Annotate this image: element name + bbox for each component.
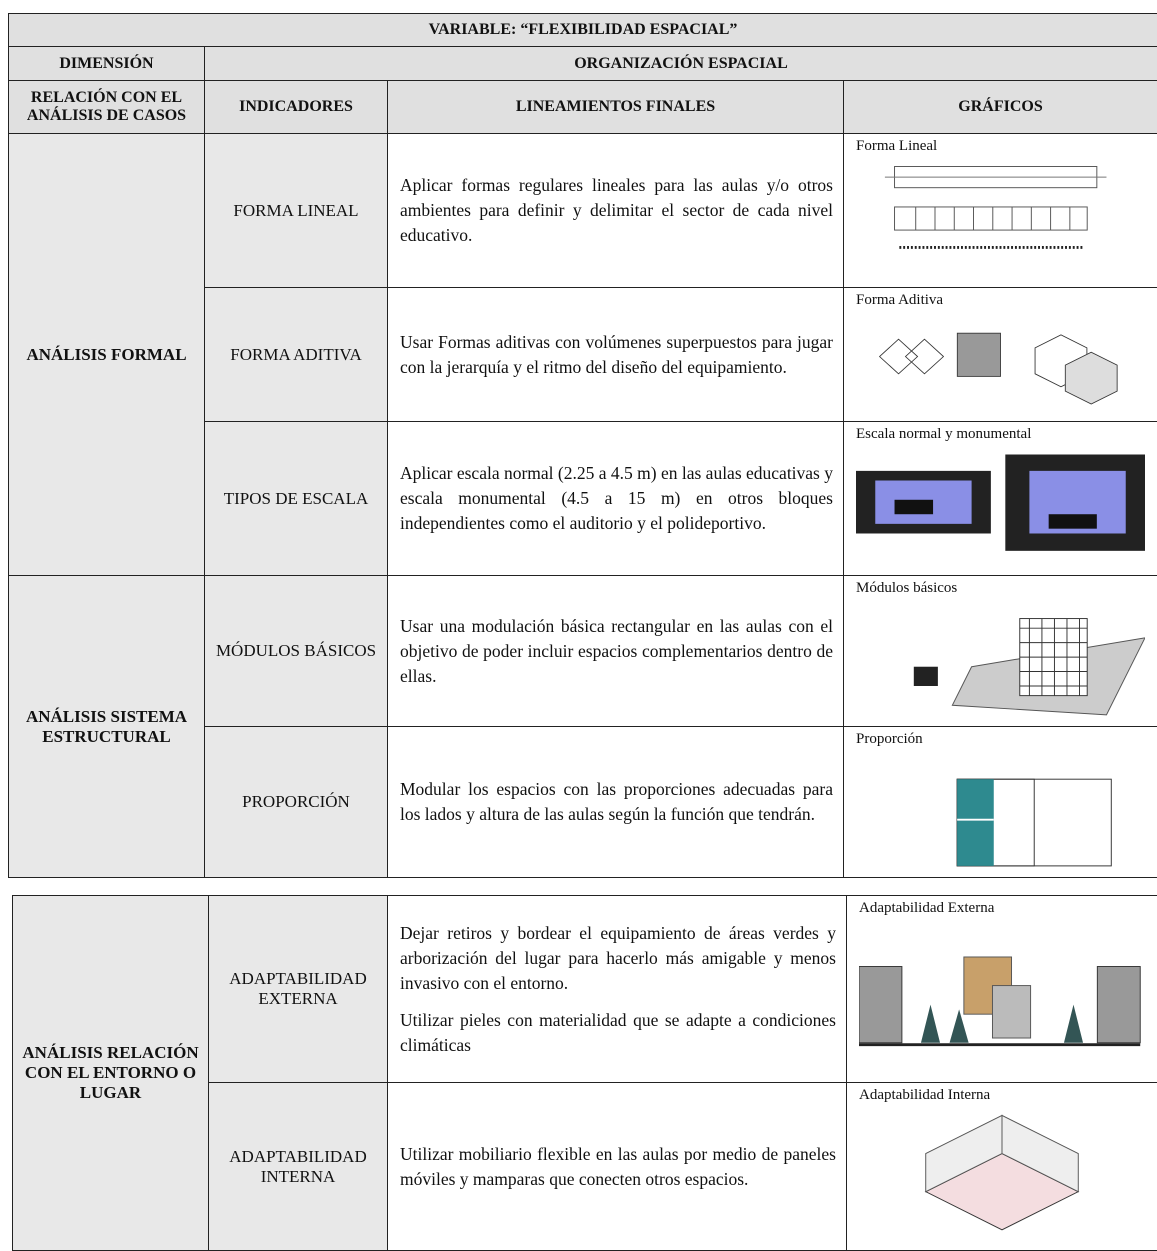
guideline-paragraph: Aplicar escala normal (2.25 a 4.5 m) en … [400, 463, 833, 533]
indicator: ADAPTABILIDAD EXTERNA [208, 895, 388, 1083]
indicator: TIPOS DE ESCALA [204, 421, 388, 576]
indicator: FORMA ADITIVA [204, 287, 388, 422]
graphic: Módulos básicos [843, 575, 1157, 727]
graphic: Proporción [843, 726, 1157, 878]
graphic-illustration [859, 956, 1141, 1047]
graphic: Adaptabilidad Interna [846, 1082, 1157, 1251]
column-header: INDICADORES [204, 80, 388, 134]
graphic-caption: Proporción [856, 731, 923, 747]
title: VARIABLE: “FLEXIBILIDAD ESPACIAL” [8, 13, 1157, 47]
graphic: Forma Aditiva [843, 287, 1157, 422]
graphic-caption: Adaptabilidad Externa [859, 900, 995, 916]
dimension-label: DIMENSIÓN [8, 46, 205, 81]
guideline: Dejar retiros y bordear el equipamiento … [387, 895, 847, 1083]
graphic-illustration [924, 1114, 1080, 1231]
column-header: GRÁFICOS [843, 80, 1157, 134]
guideline: Utilizar mobiliario flexible en las aula… [387, 1082, 847, 1251]
indicator: FORMA LINEAL [204, 133, 388, 288]
guideline-paragraph: Modular los espacios con las proporcione… [400, 779, 833, 824]
guideline-paragraph: Utilizar mobiliario flexible en las aula… [400, 1143, 836, 1189]
group-name: ANÁLISIS SISTEMA ESTRUCTURAL [8, 575, 205, 878]
indicator: MÓDULOS BÁSICOS [204, 575, 388, 727]
indicator: ADAPTABILIDAD INTERNA [208, 1082, 388, 1251]
guideline: Aplicar formas regulares lineales para l… [387, 133, 844, 288]
graphic-illustration [856, 454, 1145, 551]
graphic-caption: Escala normal y monumental [856, 426, 1032, 442]
graphic-caption: Forma Lineal [856, 138, 938, 154]
column-header: RELACIÓN CON EL ANÁLISIS DE CASOS [8, 80, 205, 134]
guideline-paragraph: Usar Formas aditivas con volúmenes super… [400, 331, 833, 377]
guideline-paragraph: Aplicar formas regulares lineales para l… [400, 175, 833, 245]
guideline: Usar una modulación básica rectangular e… [387, 575, 844, 727]
graphic-caption: Adaptabilidad Interna [859, 1087, 991, 1103]
column-header: LINEAMIENTOS FINALES [387, 80, 844, 134]
guideline: Aplicar escala normal (2.25 a 4.5 m) en … [387, 421, 844, 576]
graphic-caption: Módulos básicos [856, 580, 958, 596]
guideline-paragraph: Dejar retiros y bordear el equipamiento … [400, 922, 836, 993]
graphic: Escala normal y monumental [843, 421, 1157, 576]
graphic: Forma Lineal [843, 133, 1157, 288]
graphic-caption: Forma Aditiva [856, 292, 944, 308]
graphic-illustration [878, 332, 1118, 405]
graphic-illustration [956, 778, 1112, 867]
graphic-illustration [913, 618, 1145, 716]
guideline: Usar Formas aditivas con volúmenes super… [387, 287, 844, 422]
guideline-paragraph: Utilizar pieles con materialidad que se … [400, 1009, 836, 1055]
graphic-illustration [884, 166, 1107, 249]
graphic: Adaptabilidad Externa [846, 895, 1157, 1083]
guideline-paragraph: Usar una modulación básica rectangular e… [400, 615, 833, 686]
group-name: ANÁLISIS FORMAL [8, 133, 205, 576]
guideline: Modular los espacios con las proporcione… [387, 726, 844, 878]
dimension: ORGANIZACIÓN ESPACIAL [204, 46, 1157, 81]
indicator: PROPORCIÓN [204, 726, 388, 878]
group-name: ANÁLISIS RELACIÓN CON EL ENTORNO O LUGAR [12, 895, 209, 1251]
